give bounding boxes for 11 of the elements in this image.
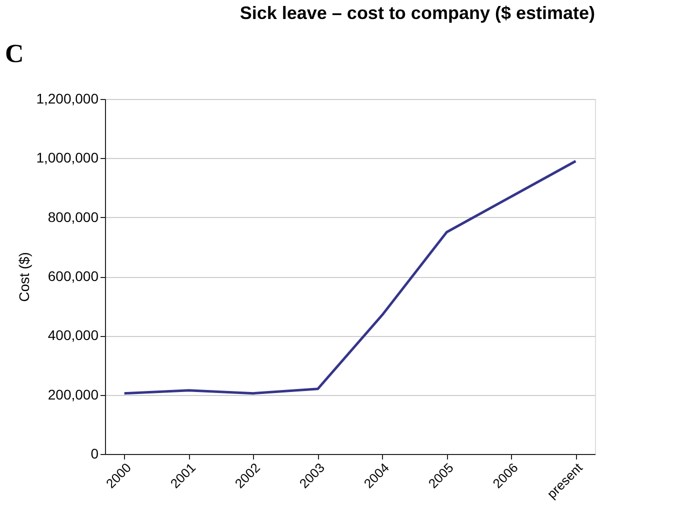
- y-tick-label: 1,200,000: [36, 90, 99, 106]
- line-series: [123, 160, 577, 395]
- chart-title: Sick leave – cost to company ($ estimate): [240, 3, 595, 23]
- y-tick-label: 0: [90, 446, 99, 462]
- y-tick-label: 800,000: [48, 208, 99, 225]
- y-tick-label: 200,000: [48, 386, 99, 402]
- y-axis-title: Cost ($): [16, 252, 32, 302]
- y-tick-label: 1,000,000: [36, 150, 99, 166]
- y-tick-label: 400,000: [48, 327, 99, 344]
- text: C: [5, 39, 24, 68]
- y-tick-label: 600,000: [48, 268, 99, 284]
